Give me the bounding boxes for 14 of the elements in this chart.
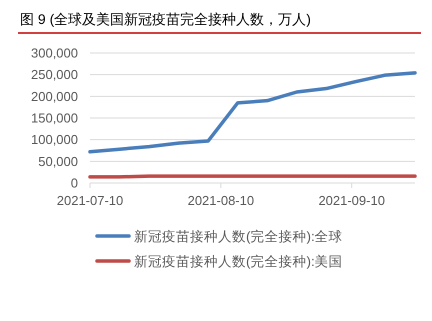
y-tick-label: 0: [70, 176, 78, 190]
legend-label: 新冠疫苗接种人数(完全接种):全球: [134, 229, 343, 244]
y-tick-label: 200,000: [31, 88, 78, 104]
chart-title: 图 9 (全球及美国新冠疫苗完全接种人数，万人): [20, 11, 311, 27]
line-series: [88, 71, 417, 154]
x-tick-label: 2021-08-10: [188, 193, 254, 208]
y-tick-label: 150,000: [31, 110, 78, 126]
y-tick-label: 250,000: [31, 67, 78, 82]
y-tick-label: 100,000: [31, 132, 78, 148]
y-tick-label: 50,000: [38, 154, 78, 169]
x-tick-label: 2021-07-10: [56, 193, 124, 208]
legend-label: 新冠疫苗接种人数(完全接种):美国: [134, 254, 343, 269]
y-tick-label: 300,000: [31, 46, 78, 60]
x-tick-label: 2021-09-10: [318, 193, 385, 208]
